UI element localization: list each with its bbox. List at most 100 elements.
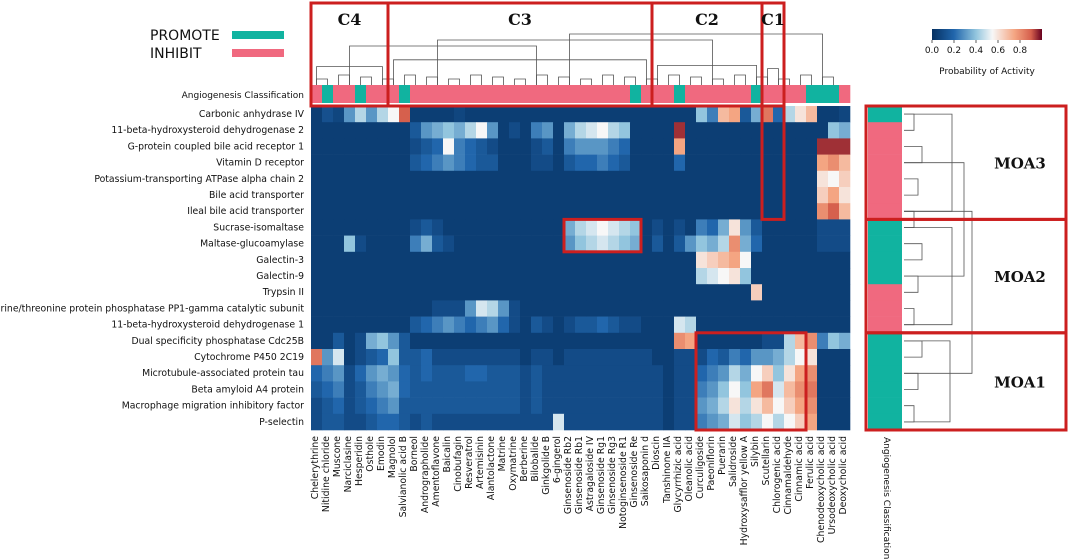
heatmap-cell	[509, 365, 521, 382]
heatmap-cell	[762, 219, 774, 236]
heatmap-cell	[839, 332, 851, 350]
heatmap-cell	[795, 106, 807, 123]
heatmap-cell	[322, 106, 334, 123]
row-class-cell	[868, 170, 902, 188]
heatmap-cell	[795, 332, 807, 350]
heatmap-cell	[608, 316, 620, 334]
heatmap-cell	[762, 300, 774, 317]
heatmap-cell	[641, 381, 653, 398]
heatmap-cell	[674, 106, 686, 123]
heatmap-cell	[740, 397, 752, 415]
heatmap-cell	[322, 397, 334, 415]
heatmap-cell	[718, 154, 730, 172]
heatmap-cell	[333, 219, 345, 236]
heatmap-cell	[784, 106, 796, 123]
heatmap-cell	[553, 300, 565, 317]
heatmap-cell	[762, 316, 774, 334]
heatmap-cell	[443, 154, 455, 172]
heatmap-cell	[399, 170, 411, 188]
heatmap-cell	[608, 332, 620, 350]
heatmap-cell	[663, 138, 675, 155]
heatmap-cell	[454, 397, 466, 415]
heatmap-cell	[773, 300, 785, 317]
heatmap-cell	[718, 170, 730, 188]
heatmap-cell	[696, 268, 708, 285]
heatmap-cell	[817, 170, 829, 188]
dendrogram-link	[690, 76, 702, 85]
heatmap-cell	[641, 170, 653, 188]
heatmap-cell	[553, 413, 565, 431]
heatmap-cell	[399, 235, 411, 253]
row-class-cell	[868, 381, 902, 398]
row-class-cell	[868, 397, 902, 415]
heatmap-cell	[817, 122, 829, 139]
column-class-cell	[388, 85, 400, 103]
heatmap-cell	[531, 365, 543, 382]
heatmap-cell	[652, 365, 664, 382]
column-class-cell	[817, 85, 829, 103]
heatmap-cell	[421, 187, 433, 204]
heatmap-cell	[608, 154, 620, 172]
column-class-cell	[476, 85, 488, 103]
heatmap-cell	[575, 268, 587, 285]
heatmap-cell	[828, 349, 840, 366]
heatmap-cell	[707, 170, 719, 188]
heatmap-cell	[487, 170, 499, 188]
heatmap-cell	[366, 397, 378, 415]
heatmap-cell	[784, 154, 796, 172]
heatmap-cell	[828, 138, 840, 155]
heatmap-cell	[344, 170, 356, 188]
dendrogram-link	[470, 74, 482, 85]
heatmap-cell	[707, 332, 719, 350]
heatmap-cell	[663, 154, 675, 172]
heatmap-cell	[619, 219, 631, 236]
heatmap-cell	[465, 187, 477, 204]
heatmap-cell	[839, 381, 851, 398]
column-label: Puerarin	[717, 436, 728, 475]
column-class-cell	[597, 85, 609, 103]
heatmap-cell	[465, 397, 477, 415]
heatmap-cell	[718, 397, 730, 415]
row-class-cell	[868, 106, 902, 123]
heatmap-cell	[839, 316, 851, 334]
heatmap-cell	[443, 349, 455, 366]
heatmap-cell	[586, 170, 598, 188]
heatmap-cell	[388, 332, 400, 350]
heatmap-cell	[520, 365, 532, 382]
heatmap-cell	[311, 381, 323, 398]
heatmap-cell	[663, 219, 675, 236]
heatmap-cell	[421, 170, 433, 188]
heatmap-cell	[553, 203, 565, 220]
heatmap-cell	[344, 349, 356, 366]
heatmap-cell	[641, 332, 653, 350]
heatmap-cell	[542, 284, 554, 301]
column-class-cell	[707, 85, 719, 103]
heatmap-cell	[806, 284, 818, 301]
heatmap-cell	[476, 122, 488, 139]
heatmap-cell	[564, 332, 576, 350]
heatmap-cell	[344, 138, 356, 155]
column-class-cell	[333, 85, 345, 103]
heatmap-cell	[355, 413, 367, 431]
heatmap-cell	[542, 106, 554, 123]
column-class-cell	[465, 85, 477, 103]
heatmap-cell	[542, 122, 554, 139]
heatmap-cell	[487, 203, 499, 220]
heatmap-cell	[443, 106, 455, 123]
heatmap-cell	[718, 235, 730, 253]
heatmap-cell	[795, 300, 807, 317]
heatmap-cell	[674, 349, 686, 366]
dendrogram-link	[904, 340, 923, 358]
heatmap-cell	[454, 138, 466, 155]
heatmap-cell	[432, 251, 444, 269]
dendrogram-link	[734, 74, 746, 85]
heatmap-cell	[322, 316, 334, 334]
heatmap-cell	[828, 268, 840, 285]
heatmap-cell	[388, 235, 400, 253]
heatmap-cell	[355, 300, 367, 317]
heatmap-cell	[784, 300, 796, 317]
heatmap-cell	[498, 219, 510, 236]
heatmap-cell	[619, 381, 631, 398]
heatmap-cell	[839, 170, 851, 188]
heatmap-cell	[784, 397, 796, 415]
